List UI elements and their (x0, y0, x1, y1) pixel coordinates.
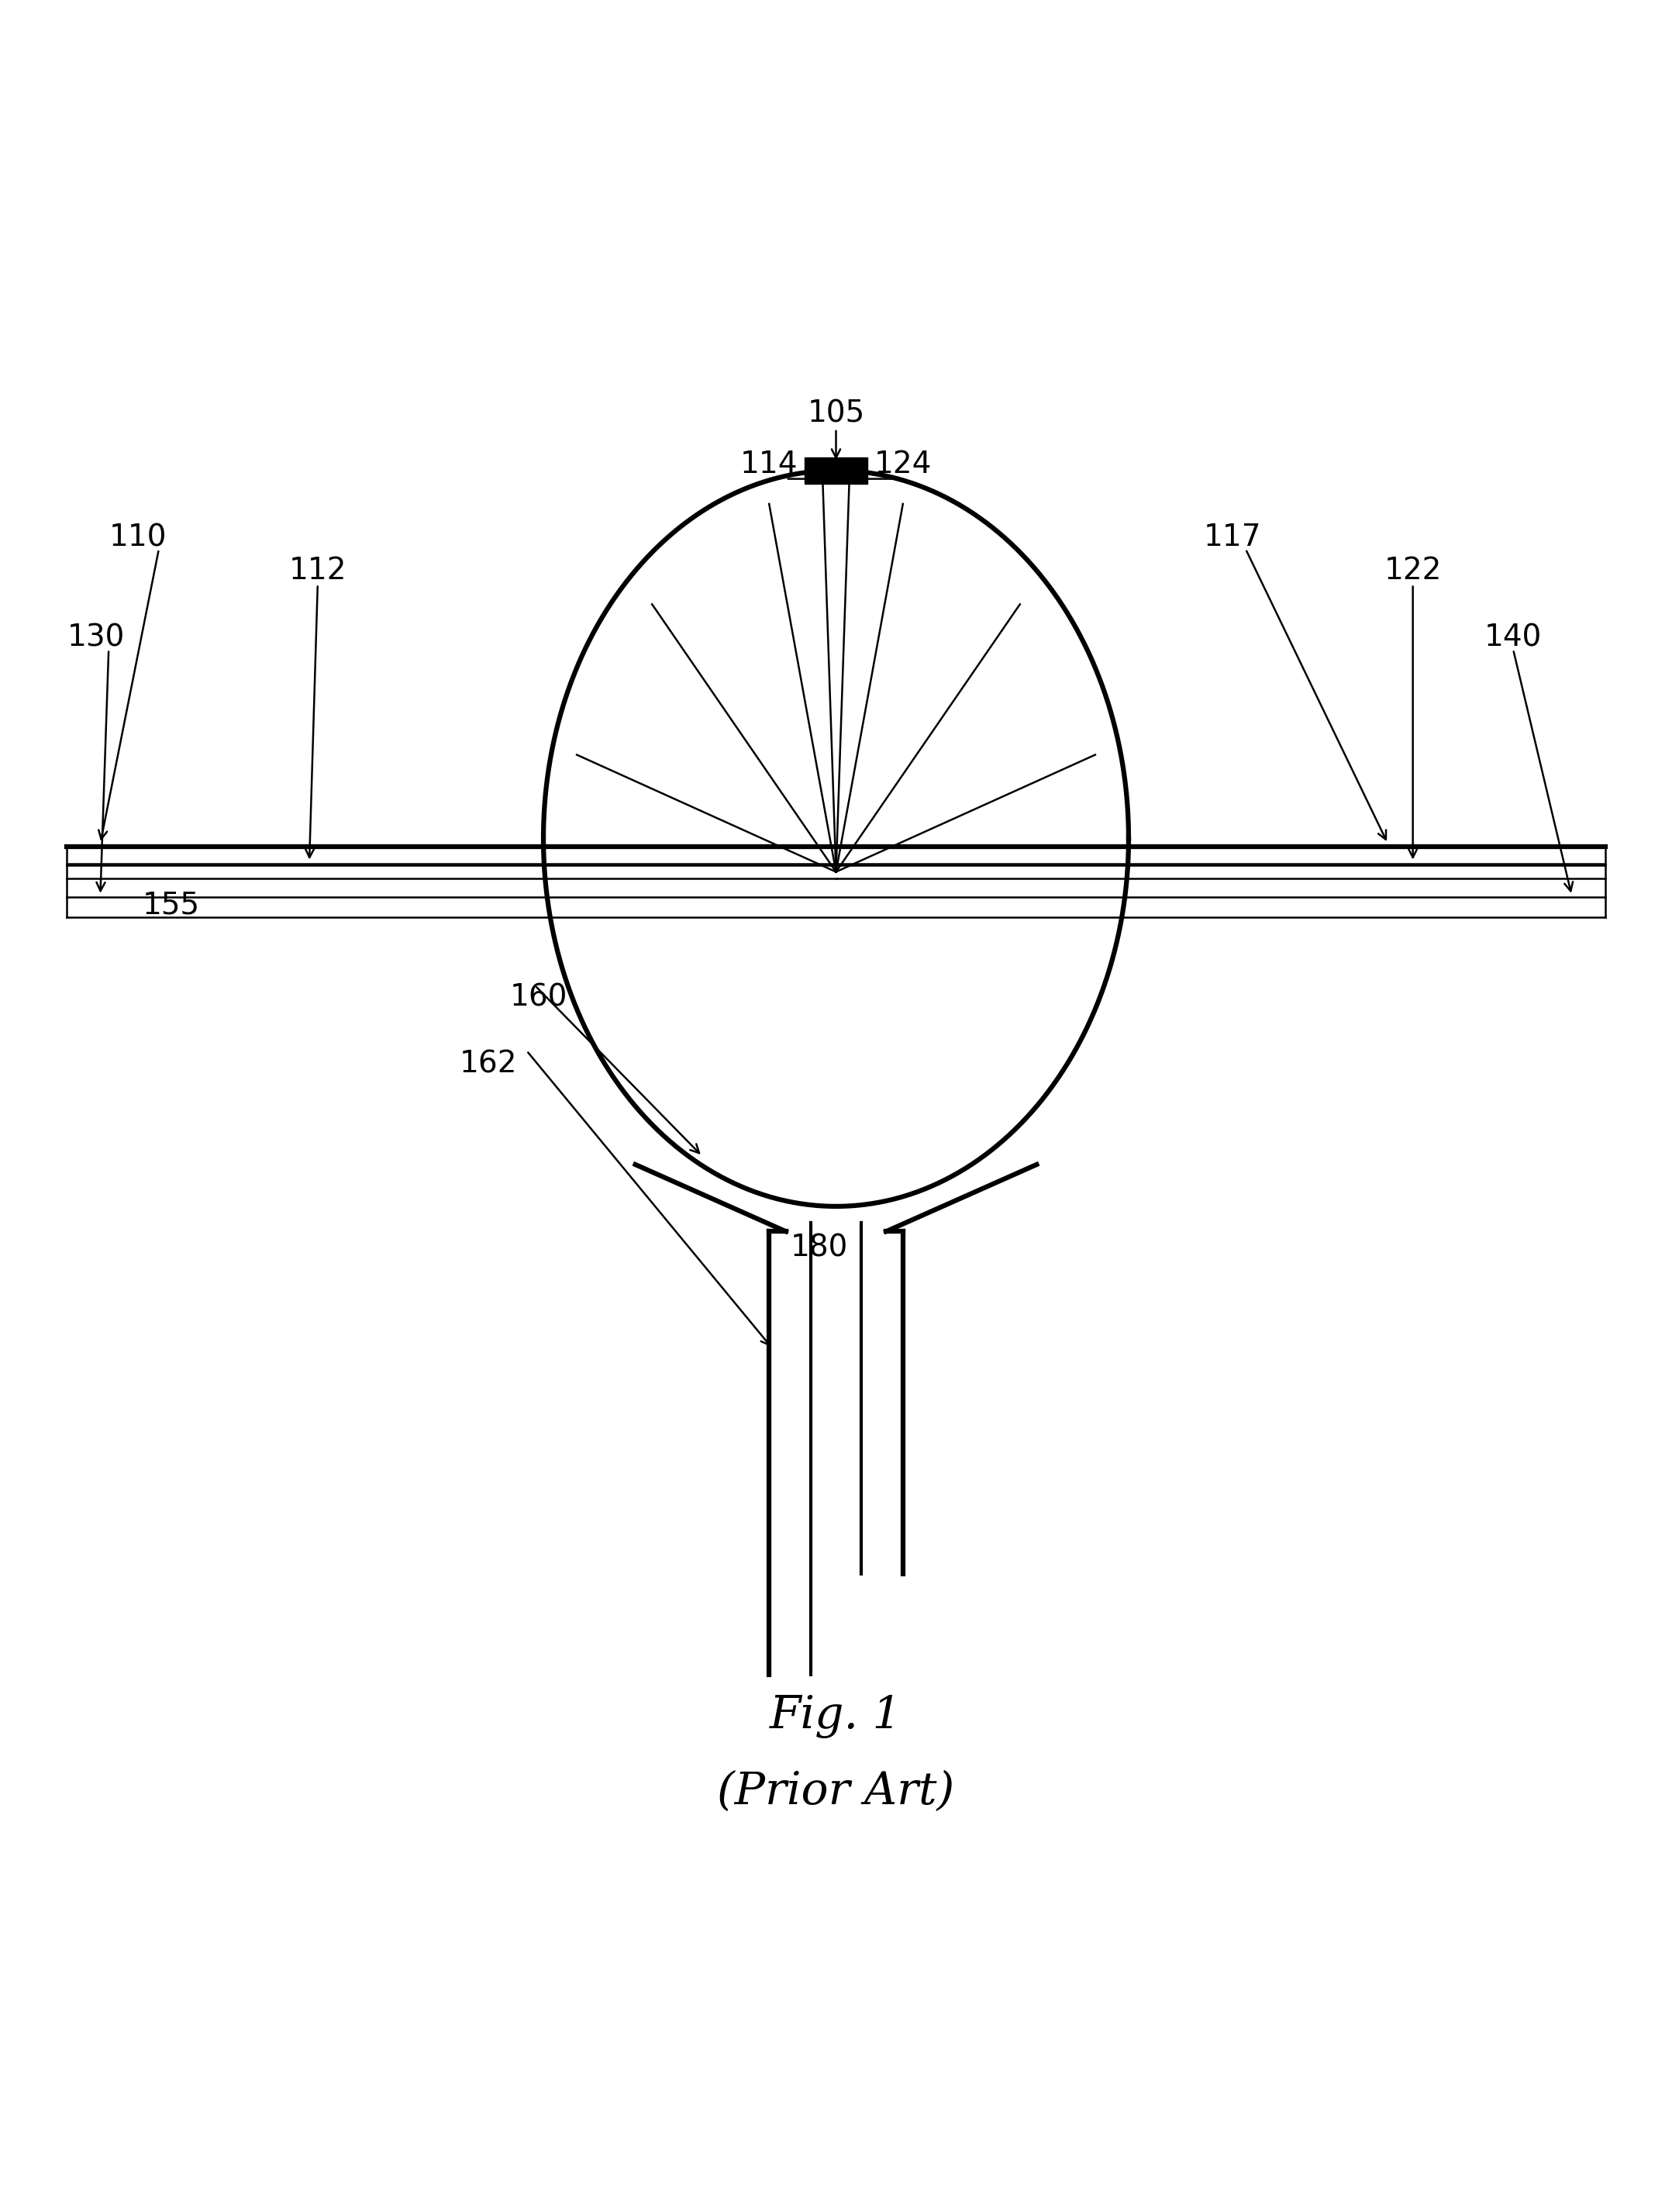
Text: 180: 180 (791, 1234, 848, 1263)
Text: Fig. 1: Fig. 1 (769, 1694, 903, 1739)
Text: 130: 130 (67, 624, 124, 653)
Text: 112: 112 (289, 555, 346, 586)
Text: (Prior Art): (Prior Art) (717, 1770, 955, 1814)
Text: 117: 117 (1204, 522, 1262, 553)
Text: 122: 122 (1384, 555, 1441, 586)
Text: 124: 124 (874, 449, 931, 478)
Text: 105: 105 (808, 398, 864, 429)
Text: 155: 155 (142, 891, 199, 920)
Text: 162: 162 (460, 1048, 518, 1079)
Text: 110: 110 (109, 522, 167, 553)
Text: 114: 114 (741, 449, 798, 478)
Text: 140: 140 (1485, 624, 1542, 653)
Bar (804, 458, 868, 484)
Text: 160: 160 (510, 982, 568, 1013)
